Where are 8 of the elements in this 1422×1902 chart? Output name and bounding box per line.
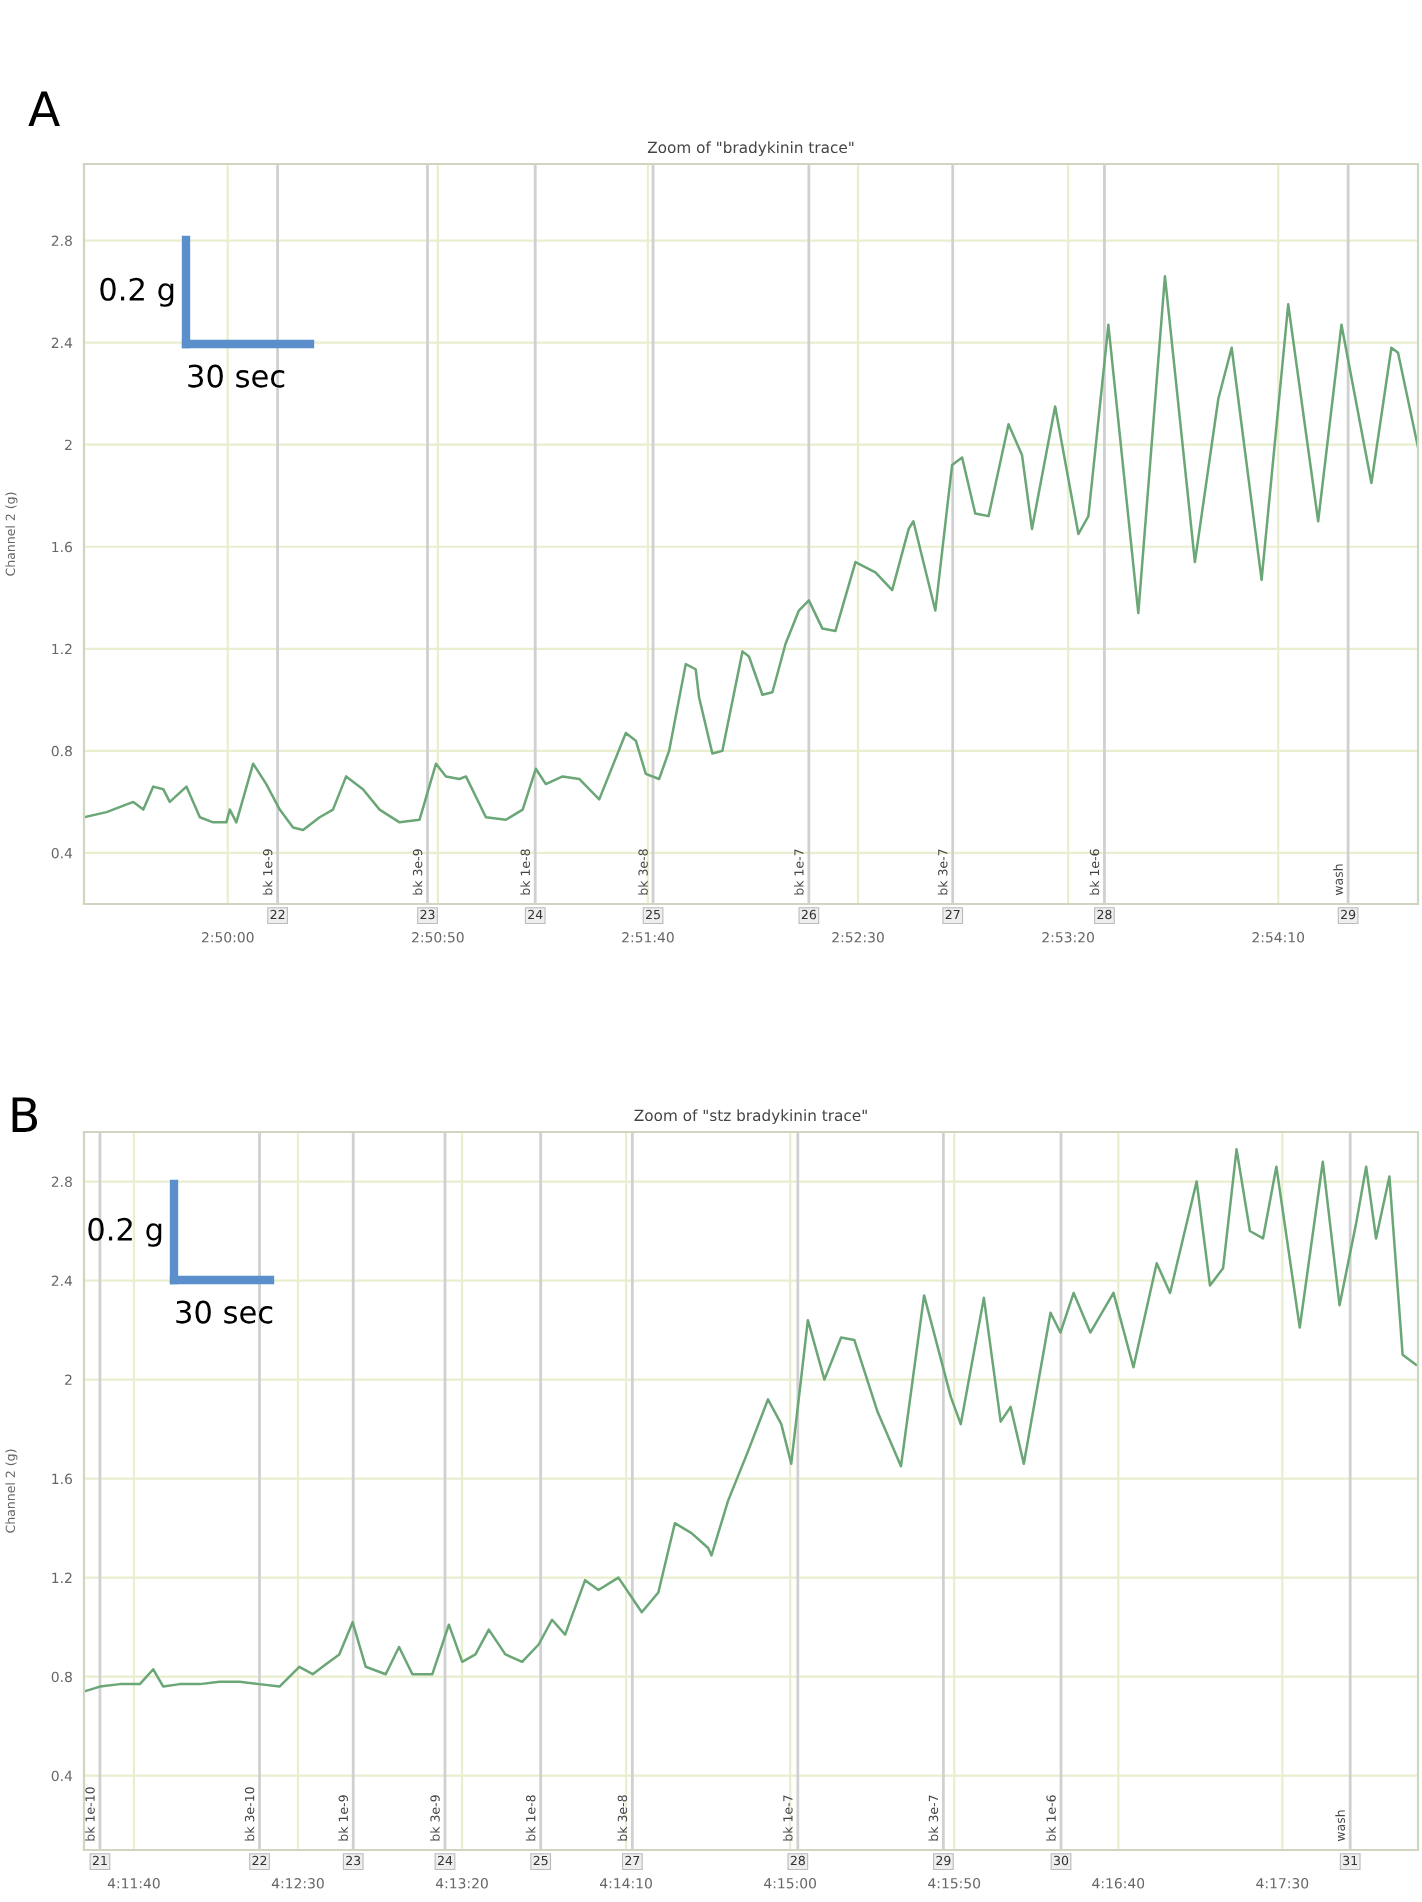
text: A: [28, 91, 60, 126]
line-series: [84, 275, 1418, 832]
annotation: 30 sec: [176, 1300, 273, 1324]
line-series: [84, 1148, 1418, 1693]
annotation: 0.2 g: [88, 1217, 162, 1247]
annotation: 30 sec: [188, 364, 285, 388]
text: B: [12, 1097, 38, 1132]
annotation: 0.2 g: [100, 277, 174, 307]
